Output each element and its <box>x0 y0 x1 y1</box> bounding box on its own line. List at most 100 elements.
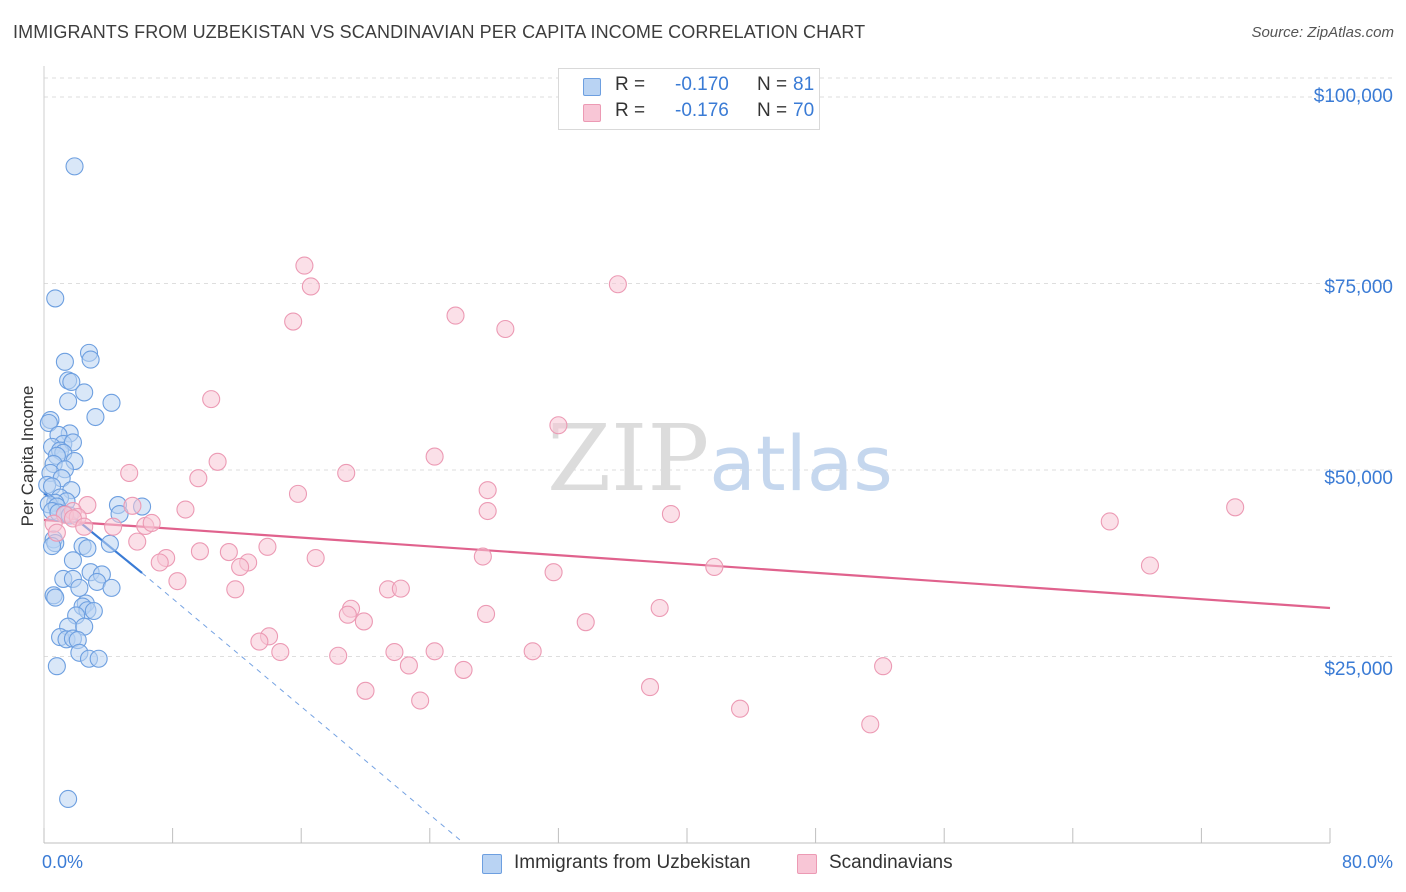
y-tick-75000: $75,000 <box>1324 277 1393 298</box>
r-label: R = <box>615 100 646 121</box>
point-uzbekistan <box>81 350 100 369</box>
point-uzbekistan <box>78 539 97 558</box>
point-scandinavian <box>120 463 139 483</box>
point-scandinavian <box>47 523 66 542</box>
point-scandinavian <box>176 500 195 519</box>
point-scandinavian <box>425 447 444 466</box>
n-value: 70 <box>793 100 815 121</box>
point-scandinavian <box>650 598 669 618</box>
r-label: R = <box>615 74 646 95</box>
point-scandinavian <box>496 319 515 339</box>
point-scandinavian <box>271 642 290 662</box>
point-scandinavian <box>1100 512 1119 531</box>
point-scandinavian <box>189 469 208 488</box>
point-scandinavian <box>454 660 473 679</box>
point-scandinavian <box>478 501 497 521</box>
point-scandinavian <box>523 642 542 661</box>
point-uzbekistan <box>84 601 103 621</box>
point-scandinavian <box>411 691 430 710</box>
point-scandinavian <box>544 563 563 582</box>
point-scandinavian <box>337 463 356 483</box>
point-scandinavian <box>1226 498 1245 517</box>
point-scandinavian <box>354 612 373 631</box>
y-axis-label: Per Capita Income <box>18 385 37 527</box>
point-scandinavian <box>104 517 123 536</box>
point-scandinavian <box>874 657 893 676</box>
point-uzbekistan <box>102 578 121 597</box>
point-uzbekistan <box>59 392 78 411</box>
trendline-scandinavians <box>43 518 1331 610</box>
blue-swatch-icon <box>583 78 601 96</box>
point-scandinavian <box>128 532 147 551</box>
n-label: N = <box>757 100 788 121</box>
point-scandinavian <box>123 496 142 515</box>
point-uzbekistan <box>46 588 65 607</box>
point-scandinavian <box>329 646 348 665</box>
point-scandinavian <box>142 513 161 533</box>
point-scandinavian <box>356 681 375 700</box>
r-value: -0.176 <box>675 100 729 121</box>
point-uzbekistan <box>55 352 74 371</box>
x-tick-max: 80.0% <box>1341 852 1393 872</box>
r-value: -0.170 <box>675 74 729 95</box>
point-scandinavian <box>391 579 410 598</box>
point-scandinavian <box>75 517 94 536</box>
legend-pink-swatch-icon <box>797 854 817 874</box>
point-scandinavian <box>202 390 221 409</box>
point-scandinavian <box>208 452 227 471</box>
point-scandinavian <box>446 306 465 325</box>
point-scandinavian <box>301 277 320 296</box>
point-scandinavian <box>478 481 497 500</box>
point-scandinavian <box>284 312 303 331</box>
point-scandinavian <box>608 275 627 294</box>
point-scandinavian <box>226 580 245 599</box>
point-uzbekistan <box>47 657 66 676</box>
point-scandinavian <box>150 553 169 572</box>
point-uzbekistan <box>75 383 94 402</box>
point-uzbekistan <box>89 649 108 668</box>
point-uzbekistan <box>63 551 82 570</box>
point-scandinavian <box>640 678 660 697</box>
point-uzbekistan <box>70 578 89 597</box>
pink-swatch-icon <box>583 104 601 122</box>
point-scandinavian <box>576 613 595 632</box>
legend-label: Immigrants from Uzbekistan <box>514 852 751 873</box>
watermark: ZIPatlas <box>547 405 893 512</box>
x-tick-min: 0.0% <box>42 852 84 872</box>
point-scandinavian <box>295 256 314 275</box>
point-scandinavian <box>168 572 187 591</box>
point-uzbekistan <box>86 407 105 427</box>
legend-label: Scandinavians <box>829 852 953 873</box>
point-uzbekistan <box>39 413 58 433</box>
point-uzbekistan <box>100 534 119 553</box>
point-scandinavian <box>190 542 209 561</box>
point-scandinavian <box>730 699 750 718</box>
point-scandinavian <box>399 656 418 675</box>
legend-blue-swatch-icon <box>482 854 502 874</box>
y-tick-25000: $25,000 <box>1324 659 1393 680</box>
trendlines <box>43 492 1331 844</box>
point-scandinavian <box>219 543 238 562</box>
n-value: 81 <box>793 74 815 95</box>
n-label: N = <box>757 74 788 95</box>
stats-box: R = -0.170 N = 81 R = -0.176 N = 70 <box>558 68 820 130</box>
point-scandinavian <box>477 604 496 624</box>
point-uzbekistan <box>46 289 65 308</box>
source-label: Source: ZipAtlas.com <box>1251 24 1394 41</box>
point-scandinavian <box>1140 556 1160 575</box>
point-scandinavian <box>705 557 724 577</box>
point-uzbekistan <box>65 157 84 176</box>
watermark-text: ZIPatlas <box>547 405 893 512</box>
point-scandinavian <box>473 547 492 566</box>
point-scandinavian <box>661 504 680 524</box>
point-uzbekistan <box>62 372 81 392</box>
point-scandinavian <box>288 484 308 503</box>
point-scandinavian <box>250 632 269 651</box>
y-tick-50000: $50,000 <box>1324 468 1393 489</box>
y-tick-100000: $100,000 <box>1313 86 1393 107</box>
point-scandinavian <box>549 416 568 435</box>
point-scandinavian <box>338 605 357 624</box>
point-scandinavian <box>306 548 325 568</box>
point-scandinavian <box>385 642 404 662</box>
